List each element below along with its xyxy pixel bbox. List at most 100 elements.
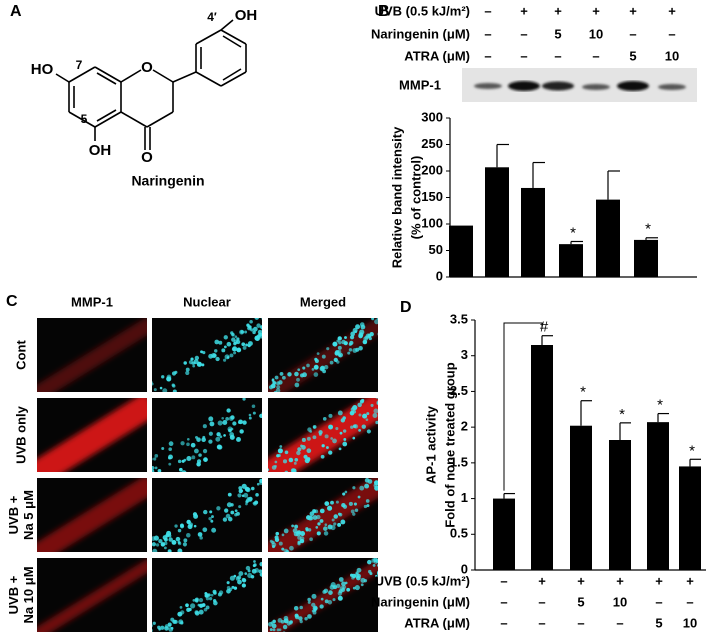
nucleus [239, 329, 245, 335]
condition-label: UVB (0.5 kJ/m²) [375, 573, 470, 588]
nucleus [226, 341, 232, 347]
nucleus [276, 385, 281, 390]
nucleus [305, 515, 311, 520]
nucleus [182, 542, 187, 547]
nucleus [155, 543, 160, 547]
nucleus [230, 510, 235, 515]
condition-value: 10 [613, 594, 627, 609]
nucleus [349, 573, 354, 577]
nucleus [171, 540, 177, 545]
nucleus [352, 405, 358, 411]
nucleus [294, 457, 299, 462]
nucleus [250, 486, 255, 491]
nucleus [309, 511, 315, 517]
nucleus [198, 453, 202, 457]
nucleus [197, 532, 203, 537]
nucleus [161, 446, 165, 450]
nucleus [192, 364, 196, 368]
nucleus [190, 442, 196, 448]
bar [485, 167, 509, 277]
nucleus [243, 492, 249, 498]
tissue-band [37, 318, 147, 392]
nucleus [328, 413, 333, 418]
condition-value: + [577, 573, 585, 588]
nucleus [252, 411, 256, 415]
nucleus [288, 457, 294, 463]
nucleus [353, 424, 359, 429]
nucleus [196, 361, 202, 367]
nucleus [240, 489, 244, 493]
nucleus [221, 416, 225, 420]
condition-value: 5 [655, 615, 662, 630]
nucleus [247, 497, 253, 502]
micrograph-content [37, 559, 147, 632]
y-tick-label: 2 [461, 419, 468, 434]
nucleus [352, 436, 356, 440]
nucleus [269, 628, 273, 632]
nucleus [339, 431, 343, 435]
nucleus [348, 501, 353, 506]
nucleus [350, 331, 356, 337]
nucleus [227, 492, 232, 497]
nucleus [228, 428, 232, 433]
condition-value: – [484, 26, 491, 41]
nucleus [186, 456, 192, 462]
nucleus [268, 468, 270, 472]
nucleus [261, 412, 262, 415]
y-axis-label: AP-1 activity [423, 405, 438, 484]
nucleus [360, 583, 364, 587]
atom-label: OH [89, 142, 112, 159]
bond [220, 29, 247, 45]
nucleus [199, 536, 203, 540]
nucleus [365, 418, 369, 421]
nucleus [238, 486, 243, 490]
nucleus [247, 392, 252, 397]
significance-mark: * [570, 224, 576, 241]
nucleus [204, 593, 210, 598]
panel-label: A [10, 3, 22, 20]
nucleus [363, 504, 368, 509]
condition-value: – [484, 3, 491, 18]
micrograph-content [37, 318, 147, 392]
nucleus [259, 561, 262, 567]
nucleus [201, 363, 205, 367]
y-axis-label: Fold of none treated group [442, 362, 457, 527]
nucleus [376, 563, 378, 567]
nucleus [374, 394, 377, 397]
nucleus [157, 468, 162, 472]
nucleus [348, 348, 353, 352]
nucleus [313, 426, 316, 429]
nucleus [317, 522, 321, 526]
nucleus [190, 357, 194, 361]
nucleus [218, 590, 224, 595]
nucleus [336, 339, 340, 343]
condition-value: – [686, 594, 693, 609]
bar [521, 187, 545, 277]
bar [634, 239, 658, 277]
nucleus [309, 537, 313, 542]
nucleus [333, 514, 338, 519]
blot-band [658, 84, 686, 90]
nucleus [299, 538, 305, 544]
nucleus [241, 494, 245, 498]
condition-value: + [538, 573, 546, 588]
nucleus [328, 424, 334, 430]
nucleus [282, 459, 288, 464]
nucleus [244, 486, 250, 492]
nucleus [337, 512, 341, 516]
nucleus [215, 356, 220, 362]
column-header: Merged [300, 294, 346, 309]
nucleus [333, 522, 337, 526]
atom-label: O [141, 149, 153, 166]
condition-label: UVB (0.5 kJ/m²) [375, 3, 470, 18]
nucleus [335, 500, 339, 504]
bond [222, 35, 242, 48]
nucleus [297, 368, 301, 372]
nucleus [332, 438, 337, 444]
condition-value: + [655, 573, 663, 588]
condition-value: 10 [665, 48, 679, 63]
nucleus [164, 624, 169, 629]
nucleus [148, 458, 151, 461]
nucleus [381, 408, 385, 412]
nucleus [170, 626, 174, 630]
